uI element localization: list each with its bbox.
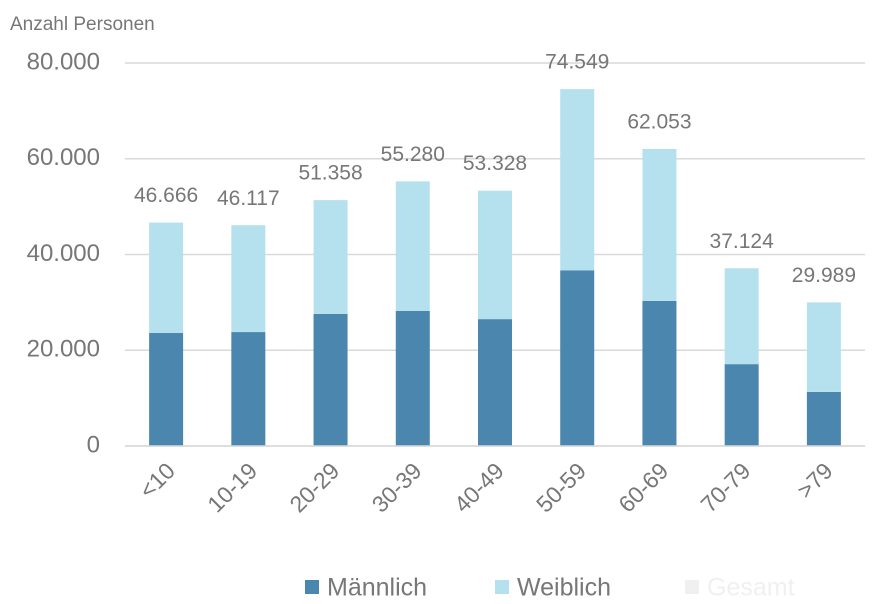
y-tick-label: 60.000 [27,144,100,171]
x-tick-label: 20-29 [284,457,344,517]
bar-segment [560,89,595,271]
bar-segment [724,268,759,365]
bar-segment [149,333,184,446]
legend-label: Gesamt [707,574,795,602]
legend-swatch [495,580,509,594]
bar-segment [231,332,266,446]
total-label: 37.124 [710,230,775,253]
x-tick-label: 30-39 [367,457,427,517]
bar-segment [395,310,430,446]
x-tick-label: 40-49 [449,457,509,517]
x-tick-label: 70-79 [696,457,756,517]
legend-label: Weiblich [517,574,611,602]
bar-segment [560,270,595,446]
bar-segment [806,302,841,392]
bar-segment [231,225,266,333]
x-tick-label: <10 [134,457,180,503]
total-label: 51.358 [298,162,362,185]
legend-label: Männlich [327,574,427,602]
legend-swatch [685,580,699,594]
y-tick-label: 0 [87,431,100,458]
bar-segment [724,364,759,446]
bar-segment [806,391,841,446]
bar-segment [478,190,512,320]
bar-segment [313,200,348,314]
total-label: 46.117 [217,187,280,210]
total-label: 55.280 [381,143,445,166]
legend-swatch [305,580,319,594]
x-tick-label: 10-19 [202,457,262,517]
total-label: 53.328 [463,152,527,175]
y-tick-label: 80.000 [27,48,100,75]
total-label: 74.549 [545,51,609,74]
bar-segment [313,313,348,446]
y-tick-label: 20.000 [27,336,100,363]
x-tick-label: 60-69 [613,457,673,517]
bar-segment [642,300,677,446]
total-label: 62.053 [627,110,691,133]
total-label: 29.989 [792,264,856,287]
y-tick-label: 40.000 [27,240,100,267]
x-tick-label: 50-59 [531,457,591,517]
total-label: 46.666 [134,184,198,207]
bar-segment [642,148,677,301]
bar-segment [395,181,430,311]
x-tick-label: >79 [792,457,838,503]
y-axis-label: Anzahl Personen [10,14,155,35]
bar-segment [149,222,184,334]
bar-segment [478,319,512,446]
